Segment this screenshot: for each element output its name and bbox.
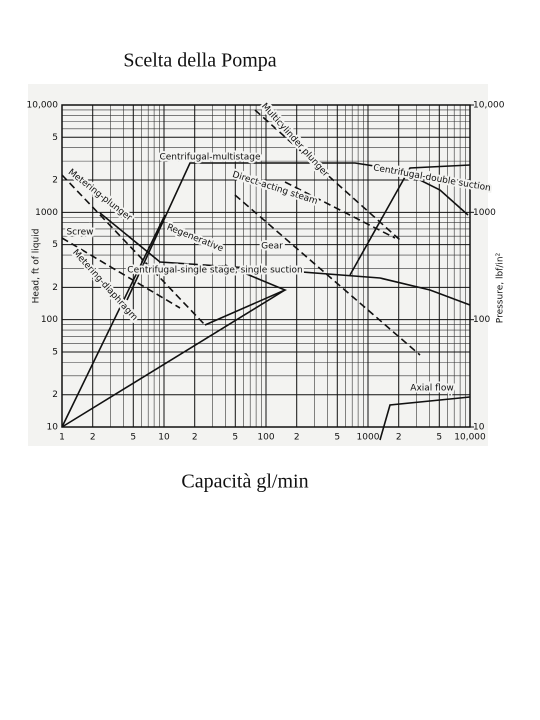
x-tick-label: 2 bbox=[192, 433, 198, 443]
annotation: Gear bbox=[261, 242, 283, 252]
y2-tick-label: 10 bbox=[473, 423, 485, 433]
annotation: Centrifugal-single stage, single suction bbox=[127, 266, 302, 276]
x-tick-label: 2 bbox=[294, 433, 300, 443]
x-tick-label: 10 bbox=[158, 433, 170, 443]
x-tick-label: 10,000 bbox=[454, 433, 486, 443]
boundary bbox=[349, 164, 471, 276]
x-tick-label: 5 bbox=[130, 433, 136, 443]
annotation: Axial flow bbox=[410, 384, 453, 394]
y-tick-label: 2 bbox=[52, 176, 58, 186]
y-tick-label: 1000 bbox=[35, 208, 58, 218]
y2-tick-label: 100 bbox=[473, 315, 490, 325]
y-tick-label: 2 bbox=[52, 390, 58, 400]
y-tick-label: 10,000 bbox=[27, 101, 59, 111]
x-tick-label: 2 bbox=[90, 433, 96, 443]
x-tick-label: 1000 bbox=[357, 433, 380, 443]
annotation: Screw bbox=[66, 228, 93, 238]
y-tick-label: 5 bbox=[52, 240, 58, 250]
y-axis-label: Head, ft of liquid bbox=[32, 229, 42, 304]
x-tick-label: 5 bbox=[232, 433, 238, 443]
grid bbox=[61, 104, 474, 428]
boundary bbox=[379, 396, 471, 441]
x-tick-label: 5 bbox=[334, 433, 340, 443]
x-tick-label: 1 bbox=[59, 433, 65, 443]
boundary bbox=[61, 214, 166, 428]
boundary bbox=[61, 237, 181, 309]
x-tick-label: 5 bbox=[436, 433, 442, 443]
y-tick-label: 5 bbox=[52, 133, 58, 143]
boundary bbox=[234, 194, 421, 356]
boundary bbox=[99, 212, 471, 306]
y2-tick-label: 1000 bbox=[473, 208, 496, 218]
y-tick-label: 10 bbox=[47, 423, 59, 433]
boundary bbox=[61, 289, 286, 428]
y2-axis-label: Pressure, lbf/in² bbox=[496, 252, 506, 323]
x-tick-label: 100 bbox=[257, 433, 274, 443]
y-tick-label: 2 bbox=[52, 283, 58, 293]
boundary bbox=[61, 174, 206, 326]
y2-tick-label: 10,000 bbox=[473, 101, 505, 111]
boundary bbox=[204, 264, 288, 326]
x-tick-label: 2 bbox=[396, 433, 402, 443]
region-boundaries bbox=[61, 109, 471, 441]
plot-frame bbox=[61, 104, 471, 428]
boundary bbox=[126, 162, 469, 301]
chart-background bbox=[28, 84, 488, 446]
y-tick-label: 100 bbox=[41, 315, 58, 325]
chart-title: Scelta della Pompa bbox=[123, 50, 276, 72]
x-axis-label: Capacità gl/min bbox=[181, 471, 308, 493]
annotation: Centrifugal-multistage bbox=[159, 153, 261, 163]
y-tick-label: 5 bbox=[52, 347, 58, 357]
